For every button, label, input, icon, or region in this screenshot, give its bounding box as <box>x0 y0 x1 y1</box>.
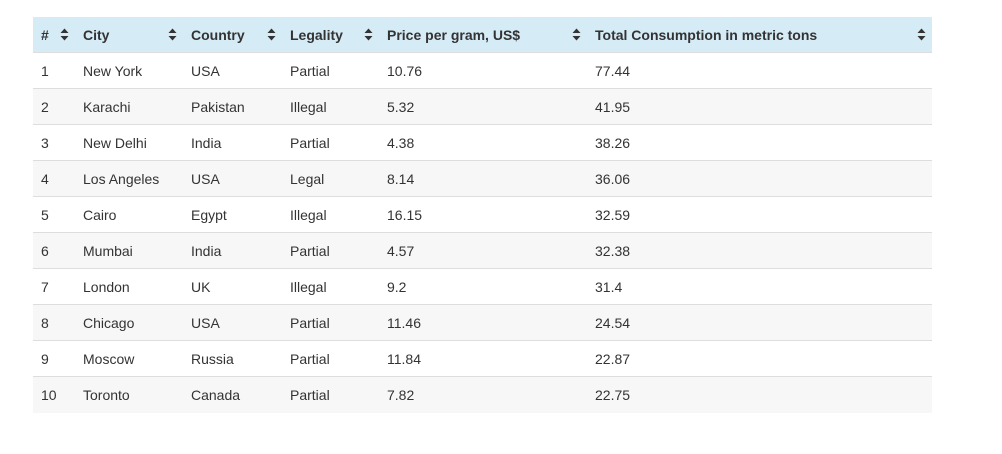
column-header-consumption[interactable]: Total Consumption in metric tons <box>587 17 932 53</box>
column-header-label: Price per gram, US$ <box>387 26 521 43</box>
table-cell-country: UK <box>191 278 211 295</box>
table-cell-price: 4.57 <box>387 242 415 259</box>
table-cell-country: India <box>191 242 222 259</box>
table-cell-legality: Partial <box>290 386 330 403</box>
data-table-container: # City Country <box>33 17 932 413</box>
table-cell-rank: 5 <box>41 206 49 223</box>
table-cell-country: Canada <box>191 386 241 403</box>
table-cell-legality: Partial <box>290 314 330 331</box>
table-cell-rank: 9 <box>41 350 49 367</box>
table-cell-rank: 10 <box>41 386 57 403</box>
table-cell-legality: Partial <box>290 242 330 259</box>
table-row: 7 London UK Illegal 9.2 31.4 <box>33 268 932 305</box>
table-row: 5 Cairo Egypt Illegal 16.15 32.59 <box>33 196 932 233</box>
table-cell-legality: Illegal <box>290 206 327 223</box>
table-cell-price: 4.38 <box>387 134 415 151</box>
table-row: 3 New Delhi India Partial 4.38 38.26 <box>33 124 932 161</box>
sort-up-down-icon[interactable] <box>916 28 926 42</box>
column-header-rank[interactable]: # <box>33 17 75 53</box>
table-cell-legality: Illegal <box>290 278 327 295</box>
table-cell-price: 10.76 <box>387 62 423 79</box>
table-cell-consumption: 32.59 <box>595 206 631 223</box>
table-cell-price: 7.82 <box>387 386 415 403</box>
column-header-label: Total Consumption in metric tons <box>595 26 818 43</box>
column-header-city[interactable]: City <box>75 17 183 53</box>
table-row: 8 Chicago USA Partial 11.46 24.54 <box>33 304 932 341</box>
column-header-label: City <box>83 26 110 43</box>
table-cell-consumption: 77.44 <box>595 62 631 79</box>
table-row: 4 Los Angeles USA Legal 8.14 36.06 <box>33 160 932 197</box>
table-body: 1 New York USA Partial 10.76 77.44 2 Karachi Pak… <box>33 52 932 413</box>
table-cell-rank: 2 <box>41 98 49 115</box>
table-row: 2 Karachi Pakistan Illegal 5.32 41.95 <box>33 88 932 125</box>
column-header-label: # <box>41 26 49 43</box>
table-row: 10 Toronto Canada Partial 7.82 22.75 <box>33 376 932 413</box>
table-cell-consumption: 22.87 <box>595 350 631 367</box>
table-cell-rank: 3 <box>41 134 49 151</box>
table-row: 9 Moscow Russia Partial 11.84 22.87 <box>33 340 932 377</box>
table-cell-country: India <box>191 134 222 151</box>
table-cell-price: 9.2 <box>387 278 407 295</box>
table-cell-rank: 1 <box>41 62 49 79</box>
column-header-label: Country <box>191 26 245 43</box>
table-cell-price: 11.84 <box>387 350 421 367</box>
table-cell-city: Toronto <box>83 386 130 403</box>
table-cell-country: USA <box>191 314 220 331</box>
table-cell-rank: 7 <box>41 278 49 295</box>
table-cell-legality: Illegal <box>290 98 327 115</box>
table-cell-country: USA <box>191 62 220 79</box>
table-cell-city: Karachi <box>83 98 131 115</box>
table-cell-consumption: 24.54 <box>595 314 631 331</box>
sort-up-down-icon[interactable] <box>363 28 373 42</box>
table-row: 6 Mumbai India Partial 4.57 32.38 <box>33 232 932 269</box>
table-cell-rank: 8 <box>41 314 49 331</box>
table-cell-country: USA <box>191 170 220 187</box>
table-row: 1 New York USA Partial 10.76 77.44 <box>33 52 932 89</box>
table-header: # City Country <box>33 17 932 53</box>
consumption-table: # City Country <box>33 17 932 413</box>
table-cell-legality: Partial <box>290 350 330 367</box>
table-cell-legality: Partial <box>290 134 330 151</box>
table-cell-consumption: 41.95 <box>595 98 631 115</box>
sort-up-down-icon[interactable] <box>167 28 177 42</box>
table-cell-rank: 4 <box>41 170 49 187</box>
column-header-legality[interactable]: Legality <box>282 17 379 53</box>
table-cell-city: Chicago <box>83 314 135 331</box>
table-cell-price: 5.32 <box>387 98 415 115</box>
table-cell-price: 8.14 <box>387 170 415 187</box>
column-header-country[interactable]: Country <box>183 17 282 53</box>
table-cell-country: Russia <box>191 350 234 367</box>
table-cell-legality: Partial <box>290 62 330 79</box>
sort-up-down-icon[interactable] <box>571 28 581 42</box>
table-cell-city: New York <box>83 62 143 79</box>
table-cell-city: Los Angeles <box>83 170 160 187</box>
column-header-label: Legality <box>290 26 343 43</box>
table-cell-consumption: 36.06 <box>595 170 631 187</box>
table-cell-city: London <box>83 278 130 295</box>
sort-up-down-icon[interactable] <box>266 28 276 42</box>
header-row: # City Country <box>33 17 932 53</box>
table-cell-legality: Legal <box>290 170 325 187</box>
table-cell-consumption: 38.26 <box>595 134 631 151</box>
column-header-price[interactable]: Price per gram, US$ <box>379 17 587 53</box>
table-cell-price: 16.15 <box>387 206 423 223</box>
table-cell-price: 11.46 <box>387 314 421 331</box>
table-cell-consumption: 31.4 <box>595 278 623 295</box>
table-cell-city: Moscow <box>83 350 135 367</box>
table-cell-consumption: 32.38 <box>595 242 631 259</box>
table-cell-country: Pakistan <box>191 98 245 115</box>
table-cell-city: Mumbai <box>83 242 133 259</box>
table-cell-country: Egypt <box>191 206 227 223</box>
table-cell-consumption: 22.75 <box>595 386 631 403</box>
sort-up-down-icon[interactable] <box>59 28 69 42</box>
table-cell-city: Cairo <box>83 206 117 223</box>
table-cell-city: New Delhi <box>83 134 147 151</box>
table-cell-rank: 6 <box>41 242 49 259</box>
